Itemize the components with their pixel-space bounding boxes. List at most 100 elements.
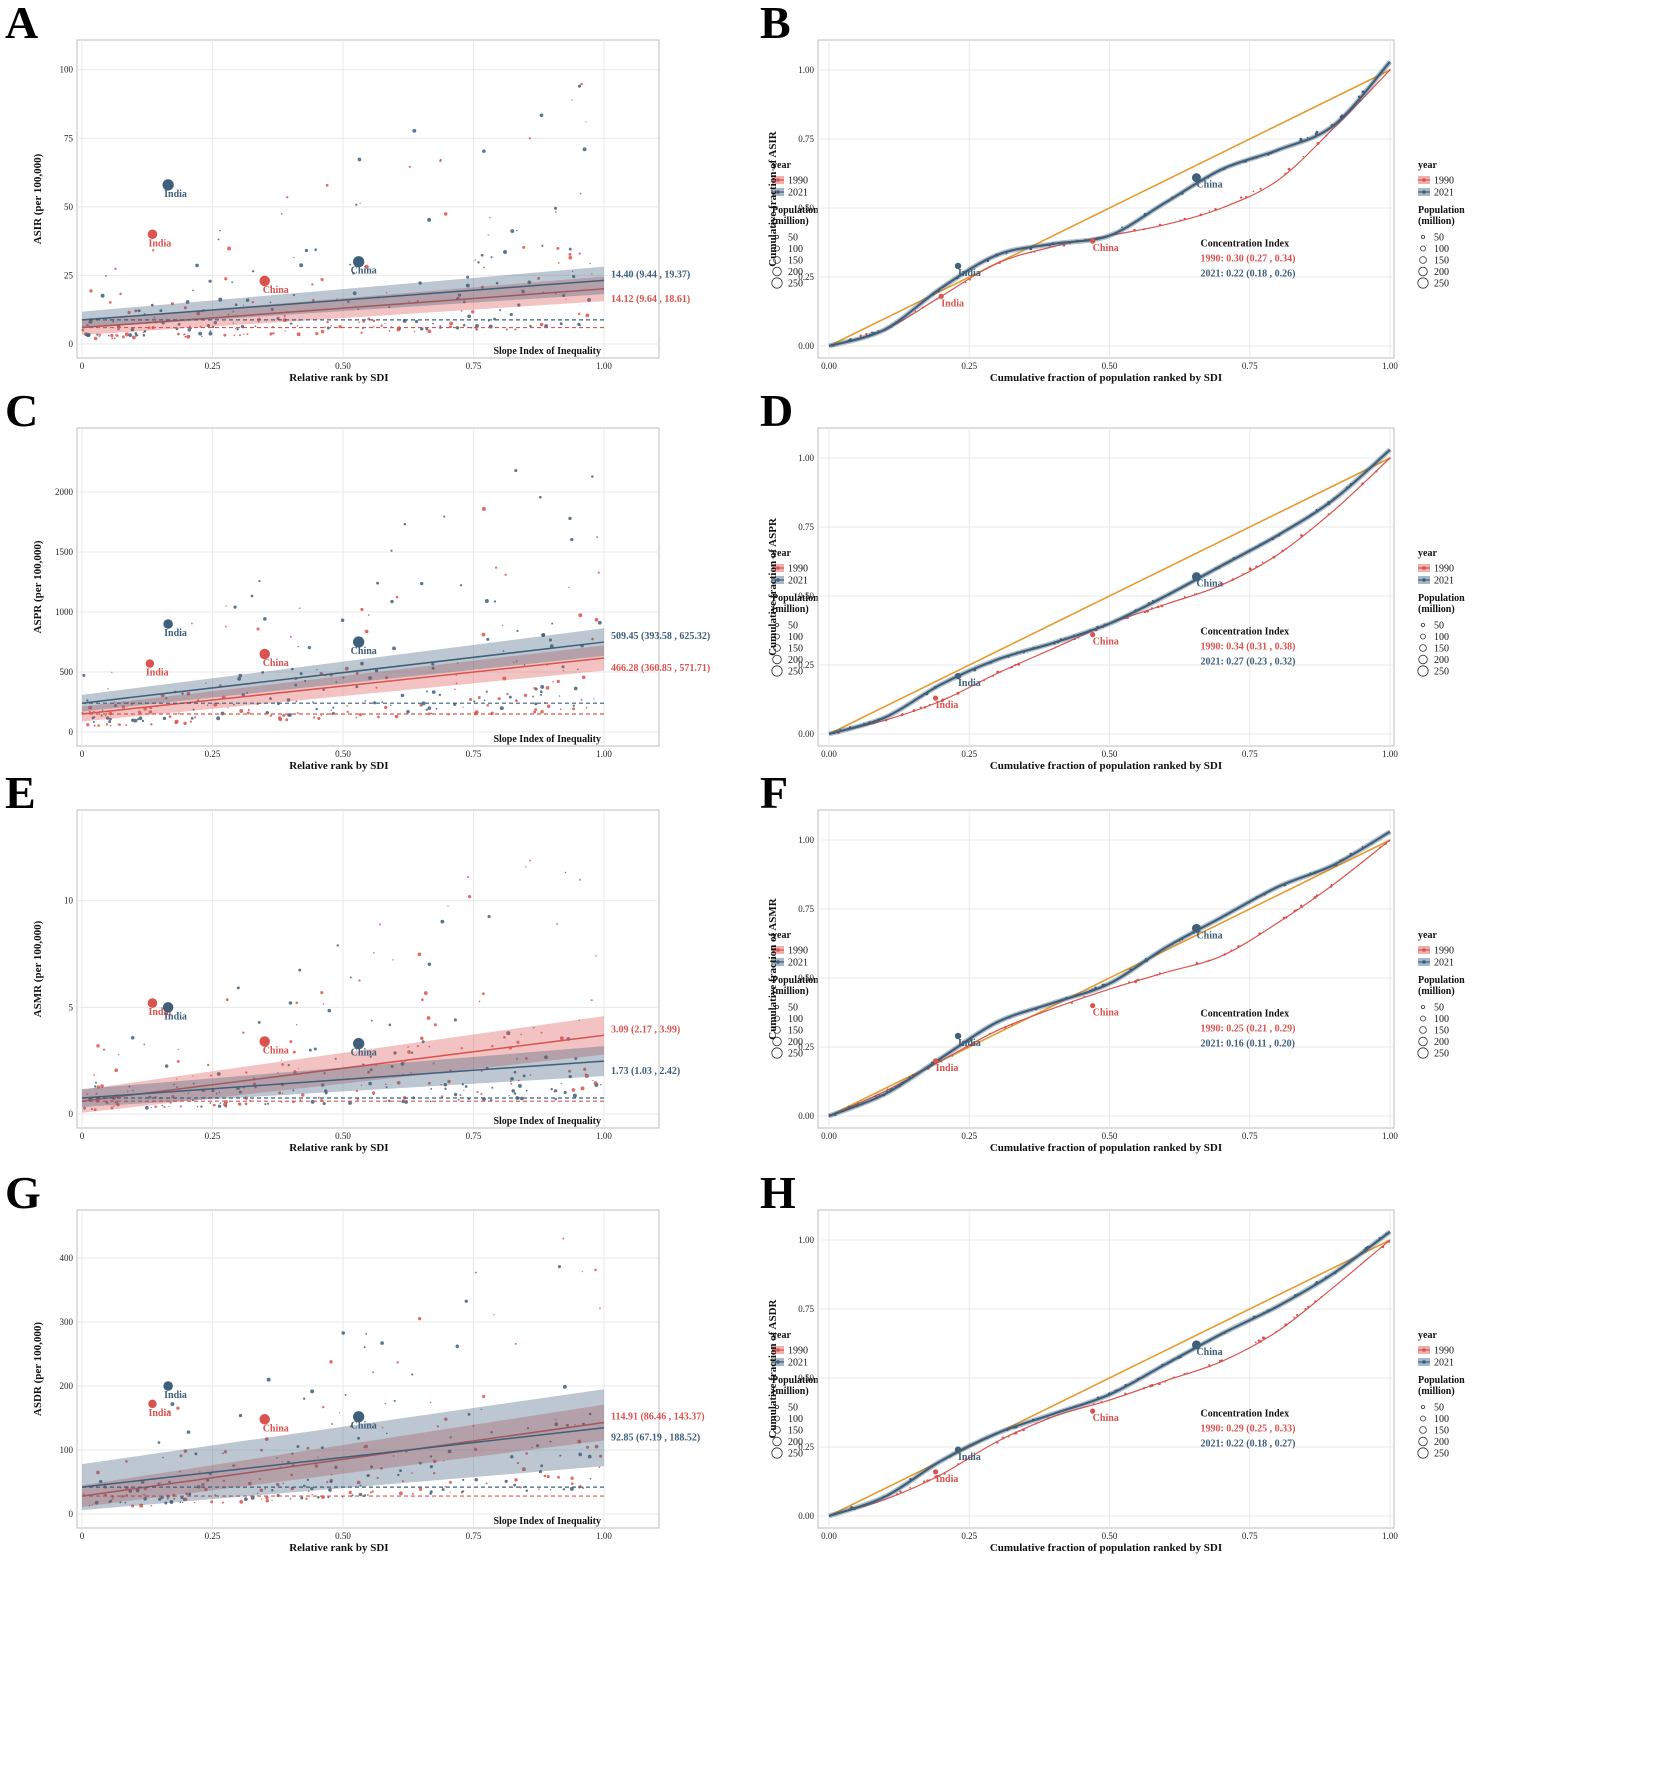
data-point: [222, 1479, 226, 1483]
slope-title: Slope Index of Inequality: [493, 1116, 601, 1127]
data-point: [238, 1090, 242, 1094]
data-point: [364, 264, 369, 269]
data-point: [298, 968, 302, 972]
data-point: [238, 334, 241, 337]
data-point: [136, 334, 139, 336]
data-point: [565, 298, 567, 300]
legend-year-title: year: [1418, 548, 1437, 559]
data-point: [173, 1497, 176, 1500]
data-point: [269, 332, 273, 336]
data-point: [232, 310, 235, 313]
data-point: [1284, 916, 1288, 919]
slope-title: Slope Index of Inequality: [493, 1516, 601, 1527]
legend-size-circle: [1421, 623, 1426, 628]
data-point: [377, 715, 380, 719]
data-point: [559, 708, 562, 710]
data-point: [109, 724, 112, 727]
data-point: [86, 333, 90, 338]
x-tick-label: 0.50: [1102, 361, 1118, 371]
country-label-china: China: [1196, 930, 1222, 941]
equality-line: [828, 457, 1391, 735]
data-point: [568, 252, 572, 256]
data-point: [949, 1455, 952, 1458]
data-point: [927, 297, 929, 300]
data-point: [453, 1018, 457, 1022]
data-point: [1302, 155, 1304, 158]
data-point: [515, 1057, 518, 1060]
data-point: [830, 343, 833, 346]
data-point: [456, 662, 459, 664]
data-point: [223, 333, 227, 337]
data-point: [329, 1360, 333, 1364]
y-tick-label: 50: [64, 202, 74, 212]
data-point: [99, 1479, 103, 1484]
data-point: [519, 1486, 522, 1489]
data-point: [192, 1075, 194, 1077]
data-point: [556, 923, 558, 925]
data-point: [568, 1074, 572, 1079]
data-point: [520, 1033, 522, 1036]
data-point: [322, 1405, 325, 1409]
data-point: [1293, 1316, 1295, 1319]
data-point: [265, 1499, 269, 1503]
data-point: [293, 1070, 297, 1074]
data-point: [388, 1023, 392, 1027]
data-point: [1195, 962, 1199, 966]
data-point: [292, 293, 296, 297]
data-point: [358, 321, 360, 324]
data-point: [912, 709, 916, 712]
data-point: [252, 1082, 257, 1086]
legend-size-label: 50: [788, 1003, 798, 1014]
data-point: [174, 721, 178, 725]
data-point: [402, 1480, 405, 1483]
concentration-title: Concentration Index: [1200, 1409, 1289, 1420]
data-point: [562, 1384, 567, 1389]
legend-size-label: 100: [1434, 1414, 1449, 1425]
data-point: [276, 1457, 278, 1459]
legend-size-circle: [773, 1426, 781, 1434]
data-point: [989, 1032, 991, 1035]
data-point: [1172, 1358, 1175, 1361]
data-point: [134, 332, 138, 335]
data-point: [330, 325, 332, 327]
data-point: [315, 707, 319, 711]
legend-key-2021-dot: [776, 578, 780, 582]
data-point: [118, 723, 121, 727]
legend-key-1990-dot: [776, 1348, 780, 1352]
x-tick-label: 0.25: [961, 1531, 977, 1541]
data-point: [335, 298, 338, 300]
legend-size-circle: [1418, 1036, 1428, 1047]
data-point: [173, 1083, 175, 1086]
data-point: [933, 685, 937, 689]
data-point: [890, 1088, 894, 1091]
data-point: [429, 1465, 433, 1469]
data-point: [495, 281, 499, 285]
data-point: [1124, 1392, 1127, 1396]
data-point: [1244, 159, 1248, 163]
country-label-india: India: [148, 1007, 171, 1018]
data-point: [494, 566, 498, 569]
data-point: [186, 1430, 191, 1434]
y-tick-label: 0.50: [798, 1373, 814, 1383]
data-point: [392, 959, 394, 961]
data-point: [140, 1480, 145, 1484]
data-point: [1144, 958, 1148, 961]
data-point: [1121, 226, 1123, 229]
legend-year-title: year: [1418, 930, 1437, 941]
data-point: [511, 1089, 515, 1093]
data-point: [1073, 634, 1075, 636]
data-point: [568, 516, 572, 521]
data-point: [280, 1059, 283, 1061]
data-point: [368, 1081, 372, 1086]
legend-label-1990: 1990: [1434, 564, 1454, 575]
data-point: [185, 300, 190, 304]
legend-size-circle: [771, 1047, 783, 1059]
data-point: [529, 859, 531, 862]
data-point: [1284, 1323, 1288, 1327]
data-point: [552, 680, 554, 683]
data-point: [364, 1444, 368, 1449]
data-point: [591, 273, 593, 275]
data-point: [311, 283, 314, 286]
data-point: [589, 262, 591, 265]
data-point: [1332, 497, 1336, 500]
